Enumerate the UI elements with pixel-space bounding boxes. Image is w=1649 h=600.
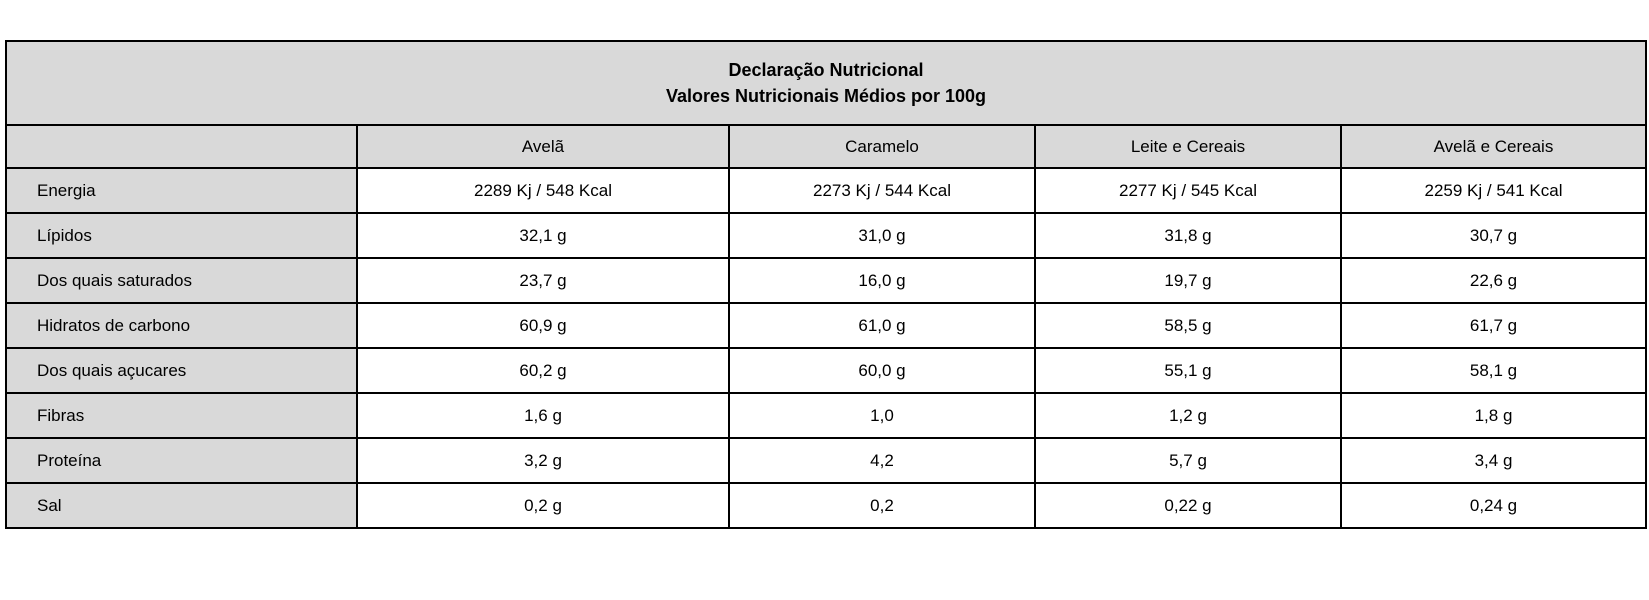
- row-label: Lípidos: [5, 212, 358, 259]
- row-value: 1,8 g: [1340, 392, 1647, 439]
- table-row: Dos quais açucares 60,2 g 60,0 g 55,1 g 58,1…: [5, 347, 1647, 394]
- row-value: 58,1 g: [1340, 347, 1647, 394]
- row-value: 1,6 g: [356, 392, 730, 439]
- row-label: Hidratos de carbono: [5, 302, 358, 349]
- column-header-leite-e-cereais: Leite e Cereais: [1034, 124, 1342, 169]
- column-header-row: Avelã Caramelo Leite e Cereais Avelã e Cere…: [5, 124, 1647, 169]
- row-value: 61,7 g: [1340, 302, 1647, 349]
- column-header-avel-e-cereais: Avelã e Cereais: [1340, 124, 1647, 169]
- row-value: 1,2 g: [1034, 392, 1342, 439]
- row-label: Fibras: [5, 392, 358, 439]
- table-row: Energia 2289 Kj / 548 Kcal 2273 Kj / 544 K…: [5, 167, 1647, 214]
- column-header-avel-: Avelã: [356, 124, 730, 169]
- row-value: 55,1 g: [1034, 347, 1342, 394]
- row-value: 22,6 g: [1340, 257, 1647, 304]
- row-value: 5,7 g: [1034, 437, 1342, 484]
- nutrition-table: Declaração Nutricional Valores Nutricion…: [5, 40, 1647, 529]
- row-value: 1,0: [728, 392, 1036, 439]
- row-value: 61,0 g: [728, 302, 1036, 349]
- row-label: Sal: [5, 482, 358, 529]
- table-title: Declaração Nutricional Valores Nutricion…: [5, 40, 1647, 126]
- corner-header-cell: [5, 124, 358, 169]
- row-value: 0,24 g: [1340, 482, 1647, 529]
- row-value: 0,2: [728, 482, 1036, 529]
- row-label: Proteína: [5, 437, 358, 484]
- table-title-line2: Valores Nutricionais Médios por 100g: [665, 86, 987, 106]
- table-row: Fibras 1,6 g 1,0 1,2 g 1,8 g: [5, 392, 1647, 439]
- row-value: 2277 Kj / 545 Kcal: [1034, 167, 1342, 214]
- row-value: 3,4 g: [1340, 437, 1647, 484]
- row-value: 31,8 g: [1034, 212, 1342, 259]
- row-label: Dos quais açucares: [5, 347, 358, 394]
- row-value: 0,2 g: [356, 482, 730, 529]
- table-row: Dos quais saturados 23,7 g 16,0 g 19,7 g 22,…: [5, 257, 1647, 304]
- row-value: 60,9 g: [356, 302, 730, 349]
- row-value: 60,0 g: [728, 347, 1036, 394]
- row-value: 60,2 g: [356, 347, 730, 394]
- row-value: 58,5 g: [1034, 302, 1342, 349]
- table-row: Proteína 3,2 g 4,2 5,7 g 3,4 g: [5, 437, 1647, 484]
- table-title-row: Declaração Nutricional Valores Nutricion…: [5, 40, 1647, 126]
- row-value: 4,2: [728, 437, 1036, 484]
- row-value: 2289 Kj / 548 Kcal: [356, 167, 730, 214]
- table-row: Lípidos 32,1 g 31,0 g 31,8 g 30,7 g: [5, 212, 1647, 259]
- row-value: 2259 Kj / 541 Kcal: [1340, 167, 1647, 214]
- table-row: Hidratos de carbono 60,9 g 61,0 g 58,5 g 61,…: [5, 302, 1647, 349]
- row-label: Energia: [5, 167, 358, 214]
- table-row: Sal 0,2 g 0,2 0,22 g 0,24 g: [5, 482, 1647, 529]
- column-header-caramelo: Caramelo: [728, 124, 1036, 169]
- row-value: 31,0 g: [728, 212, 1036, 259]
- row-value: 30,7 g: [1340, 212, 1647, 259]
- row-value: 19,7 g: [1034, 257, 1342, 304]
- row-value: 2273 Kj / 544 Kcal: [728, 167, 1036, 214]
- row-label: Dos quais saturados: [5, 257, 358, 304]
- row-value: 3,2 g: [356, 437, 730, 484]
- row-value: 23,7 g: [356, 257, 730, 304]
- row-value: 0,22 g: [1034, 482, 1342, 529]
- table-title-line1: Declaração Nutricional: [728, 59, 924, 80]
- row-value: 16,0 g: [728, 257, 1036, 304]
- row-value: 32,1 g: [356, 212, 730, 259]
